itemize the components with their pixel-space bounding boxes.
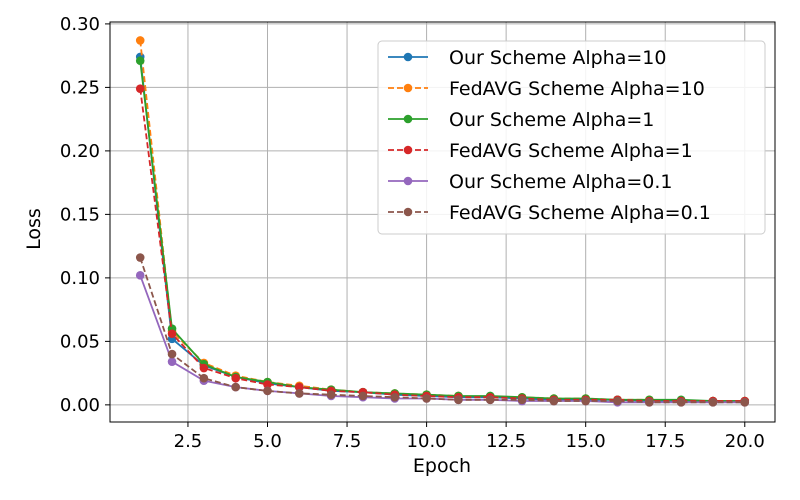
series-line-6 bbox=[139, 257, 745, 404]
legend-label-4: FedAVG Scheme Alpha=1 bbox=[449, 140, 693, 162]
y-tick-label: 0.25 bbox=[60, 77, 100, 98]
plot-frame bbox=[109, 21, 776, 423]
y-tick-label: 0.00 bbox=[60, 395, 100, 416]
legend-marker-2 bbox=[403, 83, 413, 93]
legend-label-5: Our Scheme Alpha=0.1 bbox=[449, 171, 672, 193]
series-3-point bbox=[135, 56, 145, 66]
series-6-point bbox=[454, 395, 463, 405]
y-axis-title: Loss bbox=[23, 208, 45, 250]
x-axis-title: Epoch bbox=[413, 455, 471, 477]
series-layer bbox=[135, 36, 750, 407]
series-6-point bbox=[295, 389, 304, 398]
x-tick-label: 17.5 bbox=[645, 431, 685, 452]
series-line-3 bbox=[139, 60, 745, 402]
series-6-point bbox=[231, 382, 240, 392]
x-tick-label: 7.5 bbox=[333, 431, 362, 452]
series-5-point bbox=[135, 271, 145, 280]
series-4-point bbox=[295, 382, 304, 392]
tick-layer: 2.5 5.0 7.5 10.0 12.5 15.0 17.5 20.0 0.00 0.05 0.1… bbox=[60, 14, 765, 452]
legend-marker-3 bbox=[403, 114, 413, 124]
x-tick-label: 10.0 bbox=[407, 431, 447, 452]
series-4-point bbox=[263, 380, 272, 389]
series-6-point bbox=[549, 396, 559, 406]
series-6-point bbox=[740, 398, 750, 407]
y-tick-label: 0.05 bbox=[60, 331, 100, 352]
series-2-point bbox=[135, 36, 145, 45]
x-tick-label: 20.0 bbox=[725, 431, 765, 452]
series-6-point bbox=[708, 398, 718, 407]
legend-box bbox=[377, 40, 766, 235]
legend-label-1: Our Scheme Alpha=10 bbox=[449, 47, 666, 69]
legend-marker-5 bbox=[403, 176, 413, 186]
series-6-point bbox=[263, 386, 272, 396]
series-line-5 bbox=[139, 274, 745, 404]
series-line-4 bbox=[139, 88, 745, 402]
series-6-point bbox=[167, 349, 177, 359]
y-tick-label: 0.15 bbox=[60, 204, 100, 225]
y-tick-label: 0.10 bbox=[60, 268, 100, 289]
series-6-point bbox=[517, 395, 527, 405]
series-4-point bbox=[199, 363, 209, 373]
series-6-point bbox=[485, 395, 495, 405]
y-tick-label: 0.20 bbox=[60, 141, 100, 162]
legend-marker-1 bbox=[403, 52, 413, 62]
x-tick-label: 5.0 bbox=[253, 431, 282, 452]
y-tick-label: 0.30 bbox=[60, 14, 100, 35]
series-6-point bbox=[645, 398, 654, 407]
series-6-point bbox=[199, 373, 209, 383]
series-6-point bbox=[581, 396, 590, 406]
series-4-point bbox=[135, 84, 145, 93]
series-6-point bbox=[135, 253, 145, 262]
legend-marker-4 bbox=[403, 145, 413, 155]
x-tick-label: 2.5 bbox=[174, 431, 203, 452]
series-6-point bbox=[358, 391, 368, 401]
legend-label-3: Our Scheme Alpha=1 bbox=[449, 109, 654, 131]
legend: Our Scheme Alpha=10 FedAVG Scheme Alpha=1… bbox=[377, 40, 766, 235]
series-4-point bbox=[167, 329, 177, 339]
legend-label-6: FedAVG Scheme Alpha=0.1 bbox=[449, 202, 711, 224]
legend-marker-6 bbox=[403, 207, 413, 217]
legend-label-2: FedAVG Scheme Alpha=10 bbox=[449, 78, 705, 100]
x-tick-label: 15.0 bbox=[566, 431, 606, 452]
series-6-point bbox=[326, 390, 336, 399]
series-5-point bbox=[167, 357, 177, 366]
series-6-point bbox=[390, 392, 400, 402]
series-6-point bbox=[422, 394, 431, 403]
series-6-point bbox=[613, 396, 622, 406]
x-tick-label: 12.5 bbox=[486, 431, 526, 452]
series-4-point bbox=[231, 373, 240, 383]
series-6-point bbox=[676, 398, 686, 407]
